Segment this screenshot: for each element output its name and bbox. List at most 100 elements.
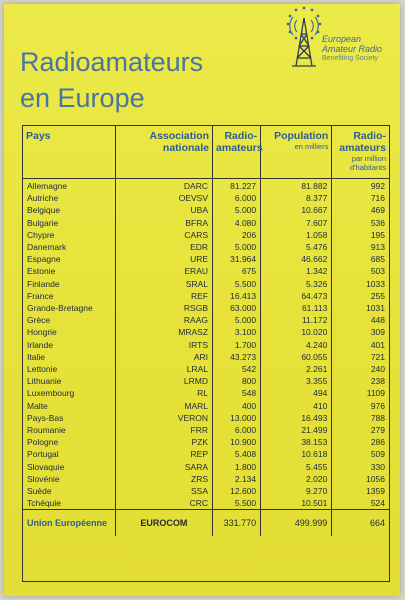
radio-amateurs-cell: 800 bbox=[212, 375, 262, 388]
association-cell: DARC bbox=[115, 178, 214, 193]
total-population-cell: 499.999 bbox=[260, 509, 333, 537]
title-line-1: Radioamateurs bbox=[20, 47, 204, 77]
per-million-cell: 536 bbox=[370, 217, 385, 228]
poster: Radioamateurs en Europe bbox=[4, 4, 400, 596]
radio-amateurs-cell: 542 bbox=[212, 363, 262, 376]
association-cell: RAAG bbox=[115, 314, 214, 327]
population-cell: 10.501 bbox=[260, 497, 333, 510]
population-cell: 9.270 bbox=[260, 485, 333, 498]
title-line-2: en Europe bbox=[20, 83, 145, 113]
country-cell: Slovaquie bbox=[23, 460, 116, 473]
association-cell: SSA bbox=[115, 485, 214, 498]
table-row: Finlande SRAL 5.500 5.326 1033 bbox=[23, 277, 389, 290]
radio-amateurs-cell: 1.700 bbox=[212, 338, 262, 351]
association-cell: URE bbox=[115, 253, 214, 266]
association-cell: CARS bbox=[115, 228, 214, 242]
header-population: Population en milliers bbox=[260, 126, 333, 179]
association-cell: MARL bbox=[115, 399, 214, 412]
per-million-cell: 524 bbox=[370, 498, 385, 509]
total-country-cell: Union Européenne bbox=[23, 509, 116, 537]
per-million-cell: 976 bbox=[370, 400, 385, 411]
association-cell: ARI bbox=[115, 350, 214, 364]
table-row: Luxembourg RL 548 494 1109 bbox=[23, 387, 389, 400]
table-row: Italie ARI 43.273 60.055 721 bbox=[23, 350, 389, 364]
per-million-cell: 286 bbox=[370, 437, 385, 448]
per-million-cell: 238 bbox=[370, 376, 385, 387]
country-cell: Lettonie bbox=[23, 363, 116, 376]
population-cell: 5.455 bbox=[260, 460, 333, 473]
header-country: Pays bbox=[23, 126, 116, 179]
header-population-unit: en milliers bbox=[294, 142, 329, 151]
association-cell: PZK bbox=[115, 436, 214, 449]
per-million-cell: 240 bbox=[370, 364, 385, 375]
association-cell: ZRS bbox=[115, 472, 214, 486]
per-million-cell: 685 bbox=[370, 254, 385, 265]
country-cell: Pologne bbox=[23, 436, 116, 449]
table-header-row: Pays Association nationale Radio-amateur… bbox=[23, 126, 389, 179]
association-cell: MRASZ bbox=[115, 326, 214, 339]
population-cell: 1.342 bbox=[260, 265, 333, 278]
radio-amateurs-cell: 5.000 bbox=[212, 314, 262, 327]
country-cell: Estonie bbox=[23, 265, 116, 278]
radio-amateurs-cell: 3.100 bbox=[212, 326, 262, 339]
country-cell: Portugal bbox=[23, 448, 116, 461]
country-cell: Slovénie bbox=[23, 472, 116, 486]
country-cell: Hongrie bbox=[23, 326, 116, 339]
association-cell: RL bbox=[115, 387, 214, 400]
logo-line-1: European bbox=[322, 34, 362, 44]
table-row: Grèce RAAG 5.000 11.172 448 bbox=[23, 314, 389, 327]
country-cell: Tchéquie bbox=[23, 497, 116, 510]
population-cell: 4.240 bbox=[260, 338, 333, 351]
table-row: Lithuanie LRMD 800 3.355 238 bbox=[23, 375, 389, 388]
per-million-cell: 788 bbox=[370, 412, 385, 423]
country-cell: Italie bbox=[23, 350, 116, 364]
population-cell: 64.473 bbox=[260, 289, 333, 303]
country-cell: Grèce bbox=[23, 314, 116, 327]
per-million-cell: 503 bbox=[370, 266, 385, 277]
country-cell: Finlande bbox=[23, 277, 116, 290]
stats-table-frame: Pays Association nationale Radio-amateur… bbox=[22, 125, 390, 582]
association-cell: SRAL bbox=[115, 277, 214, 290]
country-cell: Autriche bbox=[23, 192, 116, 205]
table-row: Autriche OEVSV 6.000 8.377 716 bbox=[23, 192, 389, 205]
country-cell: Allemagne bbox=[23, 178, 116, 193]
country-cell: Bulgarie bbox=[23, 216, 116, 229]
table-row: Slovaquie SARA 1.800 5.455 330 bbox=[23, 460, 389, 473]
logo-text: European Amateur Radio Benefiting Societ… bbox=[322, 34, 394, 64]
country-cell: Danemark bbox=[23, 241, 116, 254]
per-million-cell: 1056 bbox=[366, 473, 385, 484]
radio-amateurs-cell: 12.600 bbox=[212, 485, 262, 498]
radio-amateurs-cell: 13.000 bbox=[212, 411, 262, 425]
country-cell: Suède bbox=[23, 485, 116, 498]
table-row: Suède SSA 12.600 9.270 1359 bbox=[23, 485, 389, 498]
radio-amateurs-cell: 16.413 bbox=[212, 289, 262, 303]
population-cell: 16.493 bbox=[260, 411, 333, 425]
association-cell: REP bbox=[115, 448, 214, 461]
association-cell: RSGB bbox=[115, 302, 214, 315]
table-row: Bulgarie BFRA 4.080 7.607 536 bbox=[23, 216, 389, 229]
header-radio-amateurs: Radio-amateurs bbox=[212, 126, 263, 179]
country-cell: Espagne bbox=[23, 253, 116, 266]
table-row: Roumanie FRR 6.000 21.499 279 bbox=[23, 424, 389, 437]
association-cell: LRAL bbox=[115, 363, 214, 376]
association-cell: FRR bbox=[115, 424, 214, 437]
header-association: Association nationale bbox=[115, 126, 214, 179]
radio-amateurs-cell: 5.408 bbox=[212, 448, 262, 461]
per-million-cell: 279 bbox=[370, 425, 385, 436]
total-radio-amateurs-cell: 331.770 bbox=[212, 509, 262, 537]
association-cell: IRTS bbox=[115, 338, 214, 351]
table-row: Slovénie ZRS 2.134 2.020 1056 bbox=[23, 472, 389, 486]
country-cell: Malte bbox=[23, 399, 116, 412]
table-row: Irlande IRTS 1.700 4.240 401 bbox=[23, 338, 389, 351]
header-per-million-unit: par million d'habitants bbox=[349, 154, 386, 172]
per-million-cell: 913 bbox=[370, 242, 385, 253]
table-row: Portugal REP 5.408 10.618 509 bbox=[23, 448, 389, 461]
radio-amateurs-cell: 6.000 bbox=[212, 192, 262, 205]
table-row: Belgique UBA 5.000 10.667 469 bbox=[23, 204, 389, 217]
population-cell: 10.667 bbox=[260, 204, 333, 217]
population-cell: 5.326 bbox=[260, 277, 333, 290]
per-million-cell: 309 bbox=[370, 327, 385, 338]
total-association-cell: EUROCOM bbox=[115, 509, 214, 537]
radio-amateurs-cell: 5.000 bbox=[212, 204, 262, 217]
population-cell: 410 bbox=[260, 399, 333, 412]
